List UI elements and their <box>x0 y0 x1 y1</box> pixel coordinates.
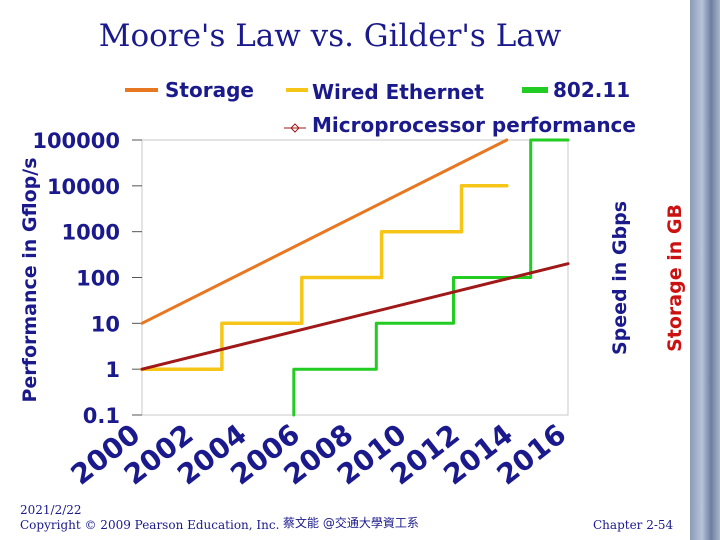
legend-label-storage: Storage <box>165 78 254 102</box>
series-line-microprocessor-performance <box>140 262 570 371</box>
legend-label-wired: Wired Ethernet <box>312 80 484 104</box>
legend-label-micro: Microprocessor performance <box>312 113 636 137</box>
y-tick-label: 1 <box>105 358 120 382</box>
slide-edge-decoration <box>690 0 720 540</box>
series-line-802-11 <box>292 138 570 417</box>
y-tick-label: 0.1 <box>83 404 120 428</box>
footer-date: 2021/2/22 <box>20 503 82 517</box>
series-line-wired-ethernet <box>140 184 509 371</box>
y-tick-label: 10 <box>91 312 120 336</box>
chart-title: Moore's Law vs. Gilder's Law <box>98 18 562 54</box>
footer-chapter: Chapter 2-54 <box>593 518 674 532</box>
legend-label-wifi: 802.11 <box>553 78 631 102</box>
y-tick-label: 1000 <box>62 221 120 245</box>
legend-marker-micro <box>290 123 300 133</box>
y-tick-label: 100000 <box>32 129 120 153</box>
series-line-storage <box>140 138 509 325</box>
y-tick-label: 100 <box>76 267 120 291</box>
footer-copyright: Copyright © 2009 Pearson Education, Inc. <box>20 518 280 532</box>
footer-author: 蔡文能 @交通大學資工系 <box>283 516 419 530</box>
y-tick-label: 10000 <box>47 175 120 199</box>
